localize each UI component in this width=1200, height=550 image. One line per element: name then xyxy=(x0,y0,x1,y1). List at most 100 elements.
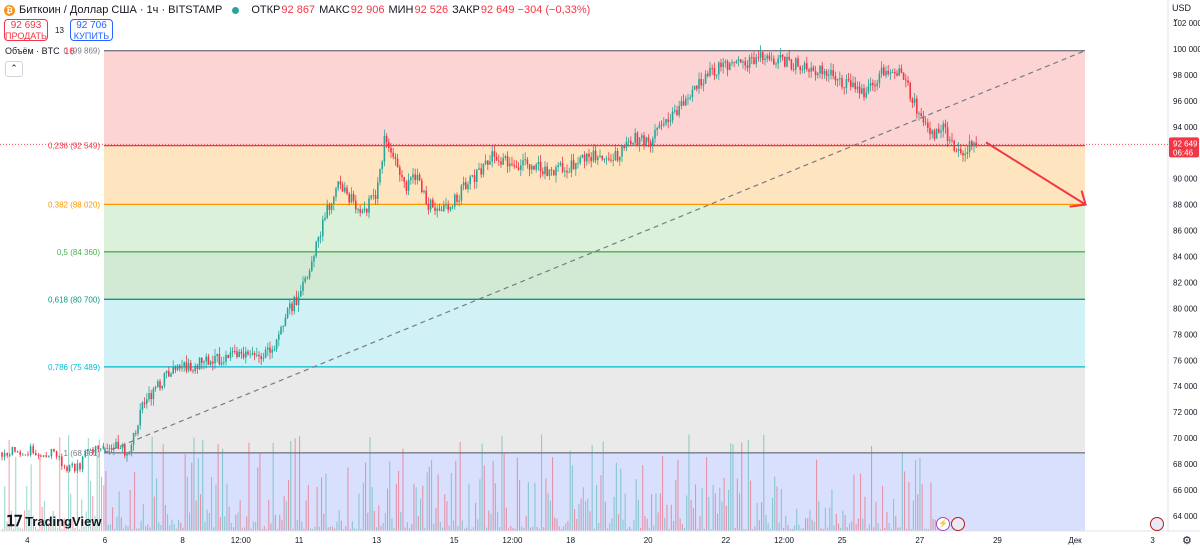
candle-body xyxy=(207,356,210,365)
candle-body xyxy=(471,175,474,177)
volume-bar xyxy=(917,494,919,531)
candle-body xyxy=(247,351,249,355)
fib-zone-2 xyxy=(104,204,1085,252)
candle-body xyxy=(929,128,931,135)
candle-body xyxy=(203,361,205,363)
volume-bar xyxy=(175,528,177,531)
candle-body xyxy=(751,57,753,58)
candle-body xyxy=(179,365,181,369)
volume-bar xyxy=(345,526,347,531)
candle-body xyxy=(564,170,566,172)
candle-body xyxy=(586,153,588,162)
volume-bar xyxy=(156,478,158,531)
volume-bar xyxy=(8,439,10,531)
candle-body xyxy=(704,73,707,84)
candle-body xyxy=(764,58,766,61)
volume-bar xyxy=(758,520,760,531)
candle-body xyxy=(385,135,388,143)
candle-body xyxy=(885,70,887,76)
candle-body xyxy=(786,56,788,67)
time-tick-label: 11 xyxy=(295,536,304,545)
volume-bar xyxy=(439,521,441,531)
candle-body xyxy=(416,174,419,181)
volume-bar xyxy=(162,444,164,531)
volume-bar xyxy=(558,526,560,531)
volume-value: 16 xyxy=(64,46,75,56)
candle-body xyxy=(14,447,16,452)
candle-body xyxy=(344,187,346,192)
candle-body xyxy=(440,209,443,211)
volume-bar xyxy=(54,516,56,531)
volume-bar xyxy=(402,448,404,531)
volume-bar xyxy=(74,527,76,531)
volume-bar xyxy=(813,521,815,531)
candle-body xyxy=(278,334,280,340)
volume-bar xyxy=(657,512,659,531)
volume-bar xyxy=(105,471,107,531)
volume-bar xyxy=(521,526,523,531)
volume-bar xyxy=(411,524,413,531)
candle-body xyxy=(636,132,639,146)
volume-bar xyxy=(101,476,103,531)
volume-bar xyxy=(257,467,259,531)
candle-body xyxy=(720,62,722,68)
volume-bar xyxy=(774,476,776,531)
candle-body xyxy=(346,187,348,194)
lightning-event-icon[interactable]: ⚡ xyxy=(936,517,950,531)
candle-body xyxy=(383,135,386,162)
volume-bar xyxy=(622,519,624,531)
volume-bar xyxy=(849,523,851,531)
volume-bar xyxy=(422,485,424,531)
candle-body xyxy=(392,152,394,158)
volume-bar xyxy=(829,507,831,531)
volume-bar xyxy=(567,520,569,531)
candle-body xyxy=(649,141,652,147)
volume-bar xyxy=(272,442,274,531)
candle-body xyxy=(823,71,826,75)
candle-body xyxy=(898,68,900,76)
candle-body xyxy=(388,142,390,148)
currency-selector[interactable]: USD ⌄ xyxy=(1172,3,1192,23)
candle-body xyxy=(37,455,40,456)
volume-bar xyxy=(879,528,881,531)
candle-body xyxy=(458,200,460,202)
volume-bar xyxy=(129,489,131,531)
settings-gear-icon[interactable]: ⚙ xyxy=(1182,535,1192,547)
volume-bar xyxy=(367,512,369,531)
us-flag-event-icon[interactable] xyxy=(951,517,965,531)
volume-bar xyxy=(96,452,98,531)
volume-bar xyxy=(296,519,298,531)
volume-bar xyxy=(708,496,710,531)
candle-body xyxy=(35,453,37,456)
volume-bar xyxy=(613,496,615,531)
candle-body xyxy=(550,169,553,171)
volume-bar xyxy=(226,483,228,531)
volume-bar xyxy=(805,518,807,531)
volume-bar xyxy=(17,526,19,531)
candle-body xyxy=(854,82,856,90)
candle-body xyxy=(163,373,166,387)
volume-bar xyxy=(466,527,468,531)
time-tick-label: 12:00 xyxy=(502,536,523,545)
volume-bar xyxy=(10,510,12,531)
candle-body xyxy=(603,159,606,161)
volume-bar xyxy=(131,528,133,531)
volume-bar xyxy=(552,457,554,531)
volume-bar xyxy=(376,527,378,531)
candle-body xyxy=(181,366,183,369)
buy-button[interactable]: 92 706 КУПИТЬ xyxy=(70,19,113,41)
symbol-title[interactable]: Биткоин / Доллар США · 1ч · BITSTAMP xyxy=(19,4,223,16)
candle-body xyxy=(128,453,130,454)
collapse-chevron-up-icon[interactable]: ⌃ xyxy=(5,61,23,77)
volume-indicator-label[interactable]: Объём · BTC 16 xyxy=(5,46,74,56)
candle-body xyxy=(667,119,669,122)
volume-bar xyxy=(461,520,463,531)
volume-bar xyxy=(494,483,496,531)
sell-button[interactable]: 92 693 ПРОДАТЬ xyxy=(4,19,48,41)
us-flag-event-icon[interactable] xyxy=(1150,517,1164,531)
volume-bar xyxy=(629,526,631,531)
fib-label-6: 1 (68 861) xyxy=(64,449,101,458)
candle-body xyxy=(590,157,592,162)
volume-bar xyxy=(541,434,543,531)
